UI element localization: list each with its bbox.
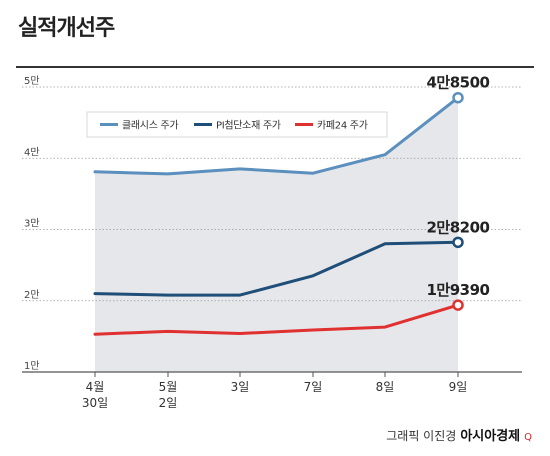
y-tick-label-1: 2만 bbox=[24, 289, 40, 301]
x-tick-label-0-1: 30일 bbox=[82, 396, 108, 410]
legend-label-2: 카페24 주가 bbox=[317, 120, 368, 132]
series-end-label-1: 2만8200 bbox=[427, 218, 490, 236]
series-line-0 bbox=[93, 96, 460, 176]
credit-line: 그래픽 이진경 아시아경제 Q bbox=[386, 425, 532, 444]
series-end-marker-0 bbox=[452, 91, 464, 104]
x-tick-label-2: 3일 bbox=[231, 380, 250, 394]
legend-label-1: PI첨단소재 주가 bbox=[216, 120, 281, 132]
y-tick-label-4: 5만 bbox=[24, 75, 40, 87]
y-tick-label-0: 1만 bbox=[24, 360, 40, 372]
series-end-label-2: 1만9390 bbox=[427, 281, 490, 299]
x-tick-label-5: 9일 bbox=[449, 380, 468, 394]
title-divider bbox=[16, 66, 534, 68]
series-area-0 bbox=[95, 97, 458, 372]
publisher-logo: 아시아경제 bbox=[460, 429, 521, 444]
chart-title: 실적개선주 bbox=[18, 16, 115, 41]
x-tick-label-4: 8일 bbox=[376, 380, 395, 394]
publisher-mark: Q bbox=[524, 432, 532, 443]
legend-box bbox=[86, 111, 388, 138]
series-end-marker-2 bbox=[452, 299, 464, 311]
y-tick-label-3: 4만 bbox=[24, 146, 40, 158]
series-end-label-0: 4만8500 bbox=[427, 74, 490, 92]
x-tick-label-1-0: 5월 bbox=[159, 380, 178, 394]
y-tick-label-2: 3만 bbox=[24, 218, 40, 230]
series-end-marker-1 bbox=[452, 236, 464, 249]
series-line-2 bbox=[93, 303, 460, 336]
x-tick-label-1-1: 2일 bbox=[159, 396, 178, 410]
x-tick-label-0-0: 4월 bbox=[86, 380, 105, 394]
byline: 그래픽 이진경 bbox=[386, 429, 457, 443]
legend-label-0: 클래시스 주가 bbox=[122, 120, 178, 132]
series-line-1 bbox=[93, 240, 460, 297]
x-tick-label-3: 7일 bbox=[304, 380, 323, 394]
